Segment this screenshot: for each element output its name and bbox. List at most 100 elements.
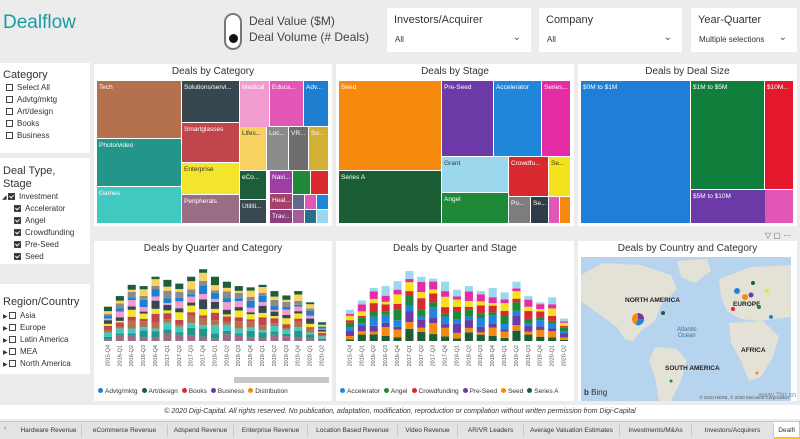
category-tile-small[interactable]: [293, 171, 311, 195]
legend-item[interactable]: Books: [188, 388, 207, 395]
category-tile-tech[interactable]: Tech: [97, 81, 182, 139]
collapse-triangle-icon[interactable]: ◢: [2, 195, 7, 201]
tab-video-revenue[interactable]: Video Revenue: [398, 425, 458, 437]
legend-item[interactable]: Distribution: [255, 388, 288, 395]
tab-hardware-revenue[interactable]: Hardware Revenue: [16, 425, 82, 437]
measure-toggle[interactable]: [224, 13, 242, 50]
category-tile-adv[interactable]: Adv...: [304, 81, 329, 127]
category-tile-trav[interactable]: Trav...: [270, 210, 293, 224]
expand-triangle-icon[interactable]: ▶: [3, 350, 8, 356]
checkbox-crowdfunding[interactable]: Crowdfunding: [14, 227, 74, 239]
size-tile--10m[interactable]: $10M...: [765, 81, 794, 190]
size-tile--0m-to-1m[interactable]: $0M to $1M: [581, 81, 691, 224]
category-tile-small[interactable]: [293, 195, 305, 210]
stage-tile-grant[interactable]: Grant: [442, 157, 509, 193]
stage-tile-po[interactable]: Po...: [509, 197, 531, 224]
category-tile-educa[interactable]: Educa...: [270, 81, 304, 127]
region-north-america[interactable]: ▶ North America: [3, 358, 71, 370]
tab-average-valuation[interactable]: Average Valuation Estimates: [524, 425, 620, 437]
size-tile-small[interactable]: [765, 190, 794, 224]
year-quarter-slicer[interactable]: Year-Quarter Multiple selections ⌄: [691, 8, 797, 52]
stage-tile-accelerator[interactable]: Accelerator: [494, 81, 542, 157]
legend-item[interactable]: Crowdfunding: [418, 388, 459, 395]
tab-dealflow[interactable]: Dealfl: [774, 422, 800, 439]
category-tile-games[interactable]: Games: [97, 187, 182, 224]
checkbox-icon[interactable]: [14, 241, 21, 248]
category-tile-photo-video[interactable]: Photo/video: [97, 139, 182, 187]
category-tile-small[interactable]: [317, 195, 329, 210]
checkbox-icon[interactable]: [9, 360, 16, 367]
stage-tile-small[interactable]: [560, 197, 571, 224]
checkbox-select-all[interactable]: Select All: [6, 82, 50, 94]
company-slicer[interactable]: Company All ⌄: [539, 8, 682, 52]
checkbox-books[interactable]: Books: [6, 118, 39, 130]
size-tile--5m-to-10m[interactable]: $5M to $10M: [691, 190, 777, 224]
legend-item[interactable]: Angel: [390, 388, 408, 395]
checkbox-icon[interactable]: [6, 84, 13, 91]
expand-triangle-icon[interactable]: ▶: [3, 326, 8, 332]
investors-slicer[interactable]: Investors/Acquirer All ⌄: [387, 8, 531, 52]
slicer-value[interactable]: Multiple selections: [699, 35, 765, 44]
expand-triangle-icon[interactable]: ▶: [3, 362, 8, 368]
legend-item[interactable]: Seed: [508, 388, 524, 395]
slicer-value[interactable]: All: [395, 35, 404, 44]
checkbox-advtg[interactable]: Advtg/mktg: [6, 94, 57, 106]
stage-tile-angel[interactable]: Angel: [442, 193, 509, 224]
stage-group-investment[interactable]: ◢ Investment: [2, 191, 58, 203]
checkbox-icon[interactable]: [6, 132, 13, 139]
stage-tile-se[interactable]: Se...: [549, 157, 571, 197]
stage-tile-series-a[interactable]: Series A: [339, 171, 442, 224]
checkbox-icon[interactable]: [9, 336, 16, 343]
chevron-down-icon[interactable]: ⌄: [778, 32, 787, 43]
toggle-option-value[interactable]: Deal Value ($M): [249, 14, 335, 28]
visual-header-icons[interactable]: ▽ ▢ ⋯: [764, 231, 791, 240]
category-tile-small[interactable]: [305, 195, 317, 210]
stage-tile-small[interactable]: [549, 197, 560, 224]
checkbox-art[interactable]: Art/design: [6, 106, 53, 118]
stage-tile-pre-seed[interactable]: Pre-Seed: [442, 81, 494, 157]
tabs-prev-icon[interactable]: ‹: [4, 425, 7, 432]
category-tile-eco[interactable]: eCo...: [240, 171, 267, 200]
legend-item[interactable]: Accelerator: [347, 388, 380, 395]
checkbox-icon[interactable]: [6, 108, 13, 115]
stage-tile-seed[interactable]: Seed: [339, 81, 442, 171]
region-mea[interactable]: ▶ MEA: [3, 346, 37, 358]
region-europe[interactable]: ▶ Europe: [3, 322, 46, 334]
category-tile-peripherals[interactable]: Peripherals: [182, 195, 240, 224]
checkbox-pre-seed[interactable]: Pre-Seed: [14, 239, 59, 251]
category-tile-utiliti[interactable]: Utiliti...: [240, 200, 267, 224]
category-tile-small[interactable]: [311, 171, 329, 195]
checkbox-icon[interactable]: [14, 205, 21, 212]
checkbox-icon[interactable]: [9, 312, 16, 319]
category-tile-so[interactable]: So...: [309, 127, 329, 171]
chart-scrollbar[interactable]: [234, 377, 329, 383]
bubble-map[interactable]: NORTH AMERICA EUROPE AFRICA SOUTH AMERIC…: [581, 257, 791, 401]
stage-tile-crowdfu[interactable]: Crowdfu...: [509, 157, 549, 197]
legend-item[interactable]: Business: [217, 388, 245, 395]
category-tile-loc[interactable]: Loc...: [267, 127, 289, 171]
checkbox-accelerator[interactable]: Accelerator: [14, 203, 65, 215]
legend-item[interactable]: Advtg/mktg: [105, 388, 138, 395]
tab-adspend-revenue[interactable]: Adspend Revenue: [168, 425, 234, 437]
slicer-value[interactable]: All: [547, 35, 556, 44]
tab-enterprise-revenue[interactable]: Enterprise Revenue: [234, 425, 308, 437]
region-latin-america[interactable]: ▶ Latin America: [3, 334, 68, 346]
expand-triangle-icon[interactable]: ▶: [3, 314, 8, 320]
checkbox-icon[interactable]: [9, 348, 16, 355]
checkbox-seed[interactable]: Seed: [14, 251, 44, 263]
checkbox-icon[interactable]: [8, 193, 15, 200]
checkbox-icon[interactable]: [14, 217, 21, 224]
category-tile-heal[interactable]: Heal...: [270, 194, 293, 210]
category-tile-navi[interactable]: Navi...: [270, 171, 293, 194]
checkbox-icon[interactable]: [14, 253, 21, 260]
tab-ecommerce-revenue[interactable]: eCommerce Revenue: [82, 425, 168, 437]
category-tile-vr[interactable]: VR...: [289, 127, 309, 171]
chevron-down-icon[interactable]: ⌄: [663, 32, 672, 43]
checkbox-icon[interactable]: [9, 324, 16, 331]
checkbox-business[interactable]: Business: [6, 130, 49, 142]
stage-tile-series[interactable]: Series...: [542, 81, 571, 157]
tab-investors-acquirers[interactable]: Investors/Acquirers: [692, 425, 774, 437]
toggle-option-volume[interactable]: Deal Volume (# Deals): [249, 30, 370, 44]
category-tile-small[interactable]: [305, 210, 317, 224]
legend-item[interactable]: Pre-Seed: [469, 388, 498, 395]
